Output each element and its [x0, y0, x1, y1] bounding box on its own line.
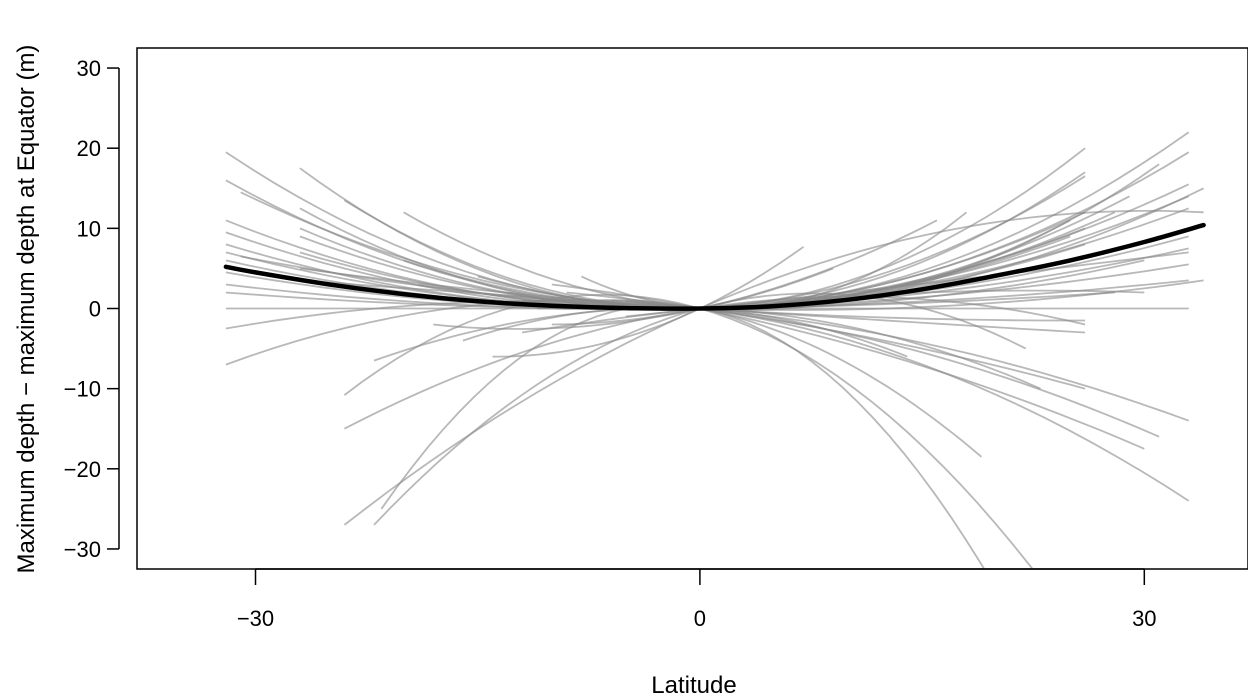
x-axis-title: Latitude — [651, 672, 736, 697]
x-axis: −30 0 30 — [237, 568, 1157, 631]
series-line-28 — [343, 293, 1034, 569]
y-tick-label: −30 — [64, 537, 101, 562]
y-tick-label: 10 — [77, 216, 101, 241]
y-axis: −30 −20 −10 0 10 20 30 — [64, 56, 120, 562]
overall-fit-line — [223, 222, 1206, 311]
series-line-32 — [492, 246, 805, 358]
series-line-41 — [521, 289, 1145, 334]
y-tick-label: 0 — [89, 297, 101, 322]
series-line-12 — [225, 300, 1190, 422]
overall-fit-layer — [223, 222, 1206, 311]
y-tick-label: 30 — [77, 56, 101, 81]
series-line-26 — [343, 210, 1204, 526]
y-axis-title: Maximum depth − maximum depth at Equator… — [13, 45, 40, 574]
series-line-38 — [477, 195, 1130, 310]
series-line-46 — [596, 299, 982, 458]
series-line-42 — [551, 283, 1145, 450]
y-tick-label: −20 — [64, 457, 101, 482]
series-line-1 — [225, 131, 1190, 310]
y-tick-label: −10 — [64, 377, 101, 402]
x-tick-label: −30 — [237, 606, 274, 631]
x-tick-label: 0 — [694, 606, 706, 631]
x-tick-label: 30 — [1132, 606, 1156, 631]
y-tick-label: 20 — [77, 136, 101, 161]
series-lines — [225, 131, 1204, 569]
